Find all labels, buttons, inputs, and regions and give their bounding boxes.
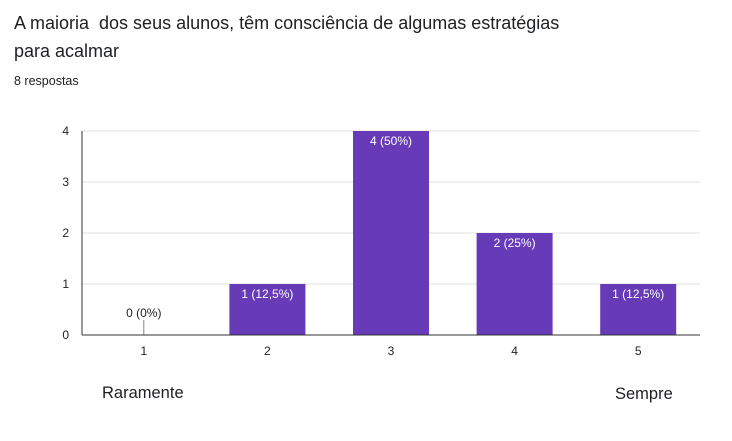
bar [229,284,306,335]
data-label: 2 (25%) [494,236,536,250]
x-tick-label: 1 [140,344,147,358]
data-label: 0 (0%) [126,306,161,320]
bar [476,233,553,335]
x-tick-label: 4 [511,344,518,358]
labels: 0 1 2 3 4 0 (0%) 1 1 (12,5%) 2 4 (50%) 3 2 (25%) 4 1 … [62,124,664,358]
x-tick-label: 3 [388,344,395,358]
y-tick-label: 2 [62,226,69,240]
y-tick-label: 4 [62,124,69,138]
bar [353,131,429,335]
scale-high-label: Sempre [615,385,673,403]
bar [600,284,677,335]
y-tick-label: 3 [62,175,69,189]
data-label: 4 (50%) [370,134,412,148]
scale-low-label: Raramente [102,384,184,402]
x-tick-label: 5 [635,344,642,358]
question-title: A maioria dos seus alunos, têm consciênc… [14,13,565,61]
data-label: 1 (12,5%) [241,287,293,301]
data-label: 1 (12,5%) [612,287,664,301]
bars [143,131,677,335]
x-tick-label: 2 [264,344,271,358]
response-count: 8 respostas [14,74,79,88]
axes [81,131,700,336]
y-tick-label: 0 [62,328,69,342]
y-tick-label: 1 [62,277,69,291]
